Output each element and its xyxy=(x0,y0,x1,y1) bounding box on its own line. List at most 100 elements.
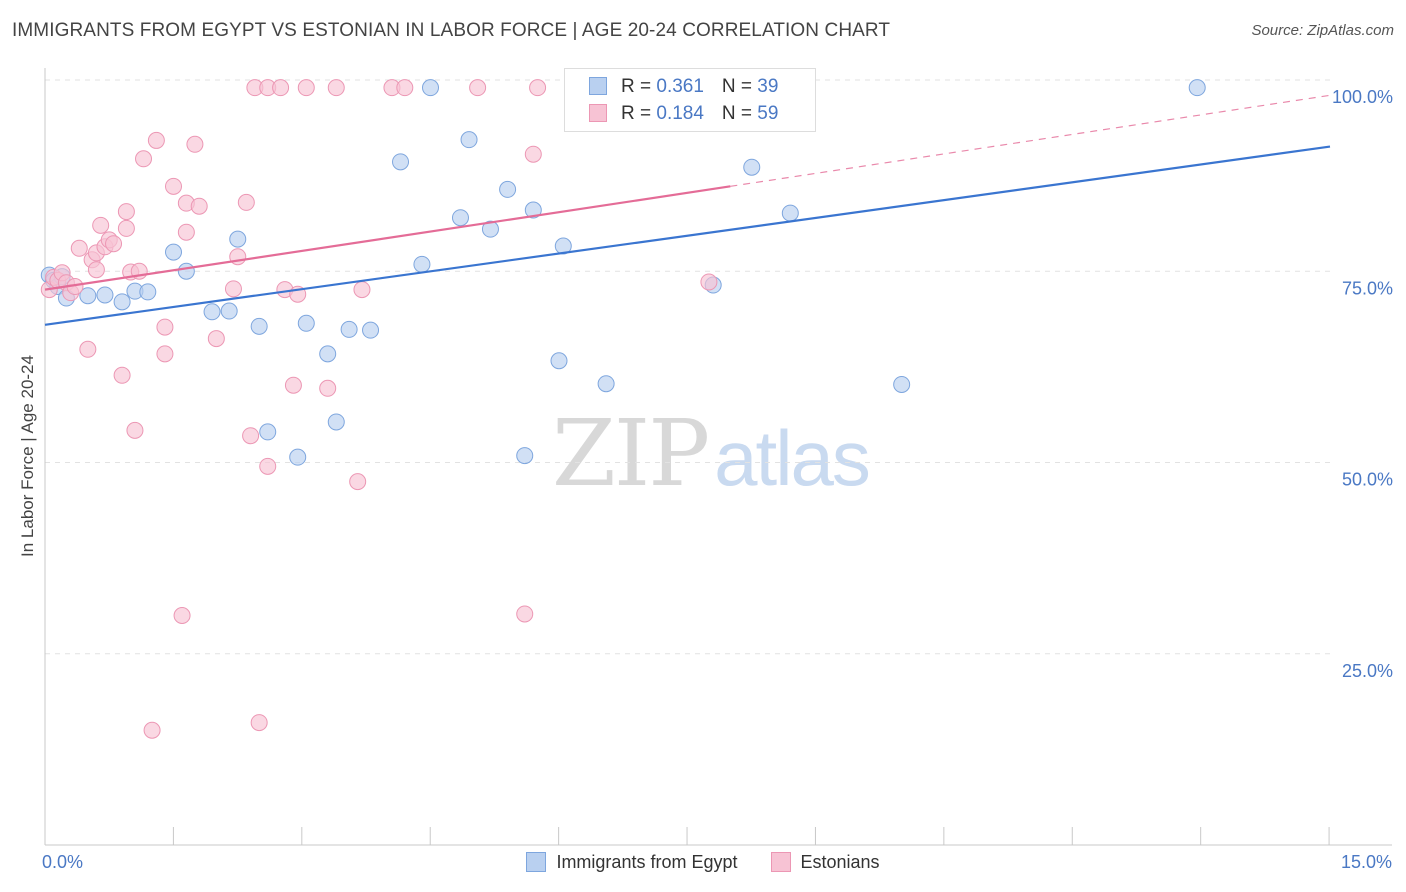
egypt-point xyxy=(250,317,268,335)
egypt-point xyxy=(1188,79,1206,97)
estonian-point xyxy=(353,281,371,299)
legend-r-value: 0.361 xyxy=(656,76,704,97)
watermark-zip: ZIP xyxy=(552,400,710,507)
egypt-point xyxy=(203,303,221,321)
estonian-point xyxy=(173,607,191,624)
series-swatch-estonians xyxy=(770,852,791,872)
estonian-point xyxy=(349,473,367,491)
egypt-point xyxy=(499,180,517,198)
egypt-point xyxy=(259,423,277,441)
estonian-point xyxy=(327,79,345,97)
estonian-point xyxy=(87,261,105,279)
legend-swatch-estonians xyxy=(589,104,607,122)
egypt-point xyxy=(220,302,238,320)
estonian-point xyxy=(529,79,547,97)
egypt-point xyxy=(597,375,615,393)
egypt-point xyxy=(289,448,307,466)
egypt-point xyxy=(413,255,431,273)
legend-n-label: N = xyxy=(721,103,758,124)
legend-r-label: R = xyxy=(621,76,657,97)
egypt-point xyxy=(96,286,114,304)
legend-n-value: 59 xyxy=(757,103,779,124)
legend-swatch-egypt xyxy=(589,77,607,95)
egypt-point xyxy=(340,320,358,338)
egypt-point xyxy=(460,131,478,149)
estonian-point xyxy=(516,605,534,623)
egypt-point xyxy=(451,209,469,227)
estonian-point xyxy=(156,318,174,336)
estonian-point xyxy=(70,239,88,257)
estonian-point xyxy=(396,79,414,97)
legend-n-value: 39 xyxy=(757,76,779,97)
egypt-point xyxy=(139,283,157,301)
estonian-point xyxy=(224,280,242,298)
estonian-point xyxy=(135,150,153,168)
legend-row-egypt: R = 0.361 N = 39 xyxy=(589,76,778,98)
estonian-point xyxy=(143,721,161,739)
estonian-point xyxy=(113,366,131,384)
chart-title: IMMIGRANTS FROM EGYPT VS ESTONIAN IN LAB… xyxy=(12,20,891,41)
y-tick-label: 75.0% xyxy=(1342,278,1393,298)
estonian-point xyxy=(156,345,174,363)
egypt-point xyxy=(550,352,568,370)
y-tick-label: 50.0% xyxy=(1342,470,1393,490)
estonian-point xyxy=(242,427,260,445)
egypt-point xyxy=(79,287,97,305)
egypt-point xyxy=(893,375,911,393)
egypt-point xyxy=(781,204,799,222)
estonian-point xyxy=(297,79,315,97)
legend-row-estonians: R = 0.184 N = 59 xyxy=(589,103,778,125)
egypt-point xyxy=(422,79,439,97)
egypt-point xyxy=(524,201,542,219)
estonian-point xyxy=(469,79,487,97)
estonian-point xyxy=(126,421,144,439)
legend-n-label: N = xyxy=(721,76,758,97)
estonian-trend-extension xyxy=(730,94,1331,187)
estonian-point xyxy=(237,193,255,211)
egypt-point xyxy=(319,345,337,363)
estonian-point xyxy=(207,330,225,348)
egypt-point xyxy=(229,230,247,248)
estonian-point xyxy=(117,203,135,221)
legend-r-value: 0.184 xyxy=(656,103,704,124)
y-tick-label: 25.0% xyxy=(1342,661,1393,681)
egypt-point xyxy=(362,321,380,339)
estonian-point xyxy=(177,223,195,241)
series-swatch-egypt xyxy=(526,852,547,872)
estonian-point xyxy=(165,177,182,195)
estonian-point xyxy=(259,457,277,475)
estonian-point xyxy=(190,197,208,215)
estonian-point xyxy=(79,340,97,358)
watermark-atlas: atlas xyxy=(714,414,871,502)
y-tick-label: 100.0% xyxy=(1332,87,1393,107)
watermark: ZIPatlas xyxy=(552,400,871,507)
estonian-point xyxy=(272,79,290,97)
egypt-point xyxy=(113,293,131,311)
series-name-egypt: Immigrants from Egypt xyxy=(556,852,738,872)
egypt-point xyxy=(165,243,182,261)
estonian-point xyxy=(700,273,718,291)
egypt-point xyxy=(297,314,315,332)
egypt-trend-line xyxy=(44,145,1331,326)
estonian-point xyxy=(319,379,337,397)
egypt-point xyxy=(327,413,345,431)
x-tick-label-max: 15.0% xyxy=(1340,852,1392,872)
estonian-point xyxy=(92,216,110,234)
estonian-point xyxy=(250,714,268,732)
estonian-point xyxy=(147,131,165,149)
correlation-legend: R = 0.361 N = 39 R = 0.184 N = 59 xyxy=(564,68,816,132)
estonian-trend-line xyxy=(44,185,731,291)
legend-r-label: R = xyxy=(621,103,657,124)
series-legend-egypt[interactable]: Immigrants from Egypt xyxy=(526,852,737,873)
series-legend: Immigrants from Egypt Estonians xyxy=(0,852,1406,873)
egypt-point xyxy=(481,220,499,238)
estonian-point xyxy=(284,376,302,394)
estonian-point xyxy=(117,219,135,237)
series-legend-estonians[interactable]: Estonians xyxy=(770,852,880,873)
egypt-point xyxy=(177,262,195,280)
egypt-point xyxy=(743,158,761,176)
estonian-point xyxy=(105,235,123,253)
x-tick-label-min: 0.0% xyxy=(42,852,84,872)
estonian-point xyxy=(186,135,204,153)
